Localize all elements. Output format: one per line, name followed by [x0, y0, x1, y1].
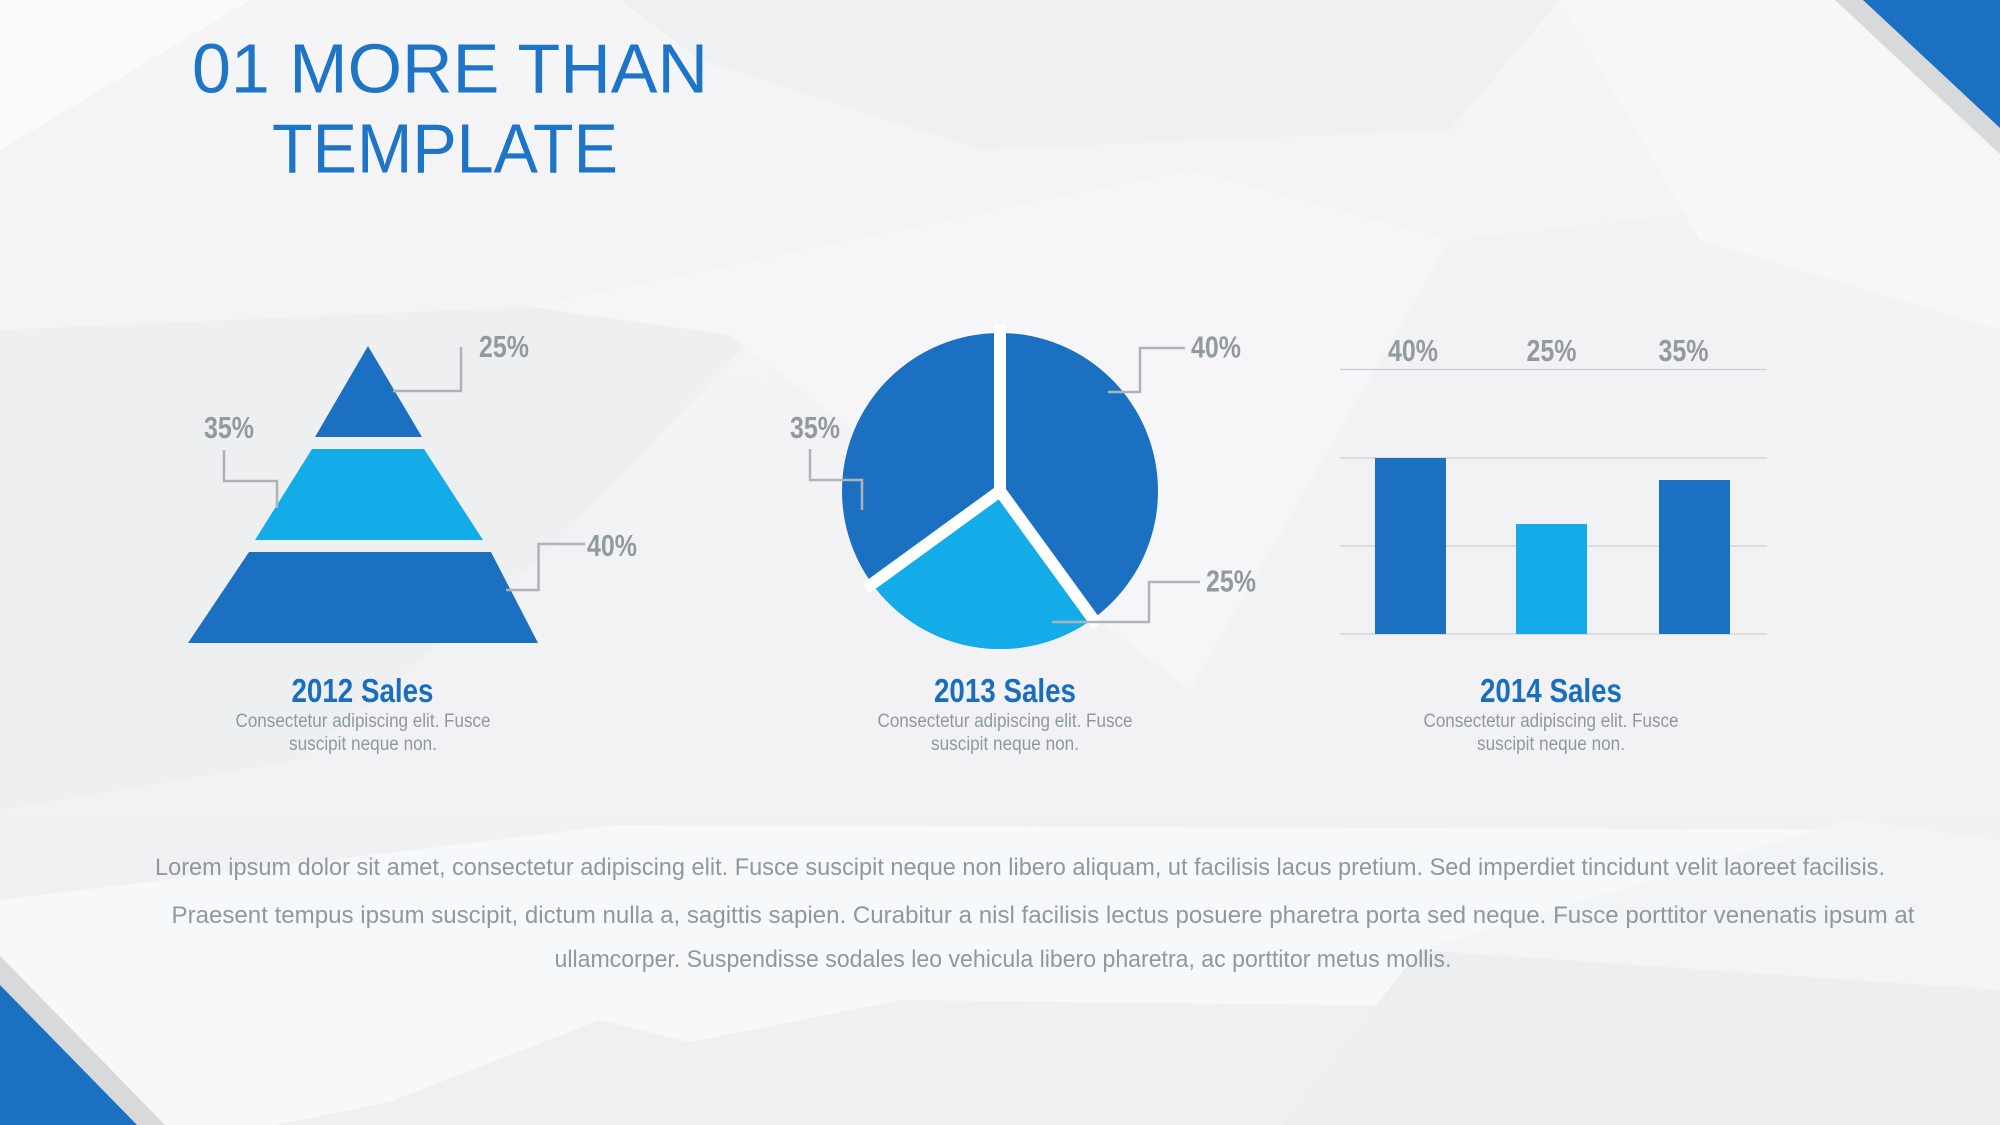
svg-text:01 MORE THAN: 01 MORE THAN	[192, 30, 708, 108]
svg-text:25%: 25%	[1527, 333, 1577, 368]
svg-text:40%: 40%	[1388, 333, 1438, 368]
svg-text:Consectetur adipiscing elit. F: Consectetur adipiscing elit. Fusce	[236, 711, 491, 732]
svg-text:2013 Sales: 2013 Sales	[934, 672, 1076, 709]
svg-text:Consectetur adipiscing elit. F: Consectetur adipiscing elit. Fusce	[878, 711, 1133, 732]
svg-text:suscipit neque non.: suscipit neque non.	[1477, 734, 1625, 755]
svg-text:2014 Sales: 2014 Sales	[1480, 672, 1622, 709]
svg-text:40%: 40%	[1191, 330, 1241, 365]
svg-text:40%: 40%	[587, 528, 637, 563]
svg-text:TEMPLATE: TEMPLATE	[272, 110, 618, 188]
svg-text:Lorem ipsum dolor sit amet, co: Lorem ipsum dolor sit amet, consectetur …	[155, 854, 1885, 881]
svg-text:Praesent tempus ipsum suscipit: Praesent tempus ipsum suscipit, dictum n…	[172, 902, 1915, 929]
svg-text:suscipit neque non.: suscipit neque non.	[931, 734, 1079, 755]
svg-text:25%: 25%	[1206, 564, 1256, 599]
svg-text:35%: 35%	[790, 410, 840, 445]
svg-text:25%: 25%	[479, 329, 529, 364]
svg-text:35%: 35%	[1659, 333, 1709, 368]
svg-text:suscipit neque non.: suscipit neque non.	[289, 734, 437, 755]
svg-text:35%: 35%	[204, 410, 254, 445]
svg-text:ullamcorper. Suspendisse sodal: ullamcorper. Suspendisse sodales leo veh…	[555, 946, 1452, 973]
svg-text:2012 Sales: 2012 Sales	[292, 672, 434, 709]
svg-text:Consectetur adipiscing elit. F: Consectetur adipiscing elit. Fusce	[1424, 711, 1679, 732]
